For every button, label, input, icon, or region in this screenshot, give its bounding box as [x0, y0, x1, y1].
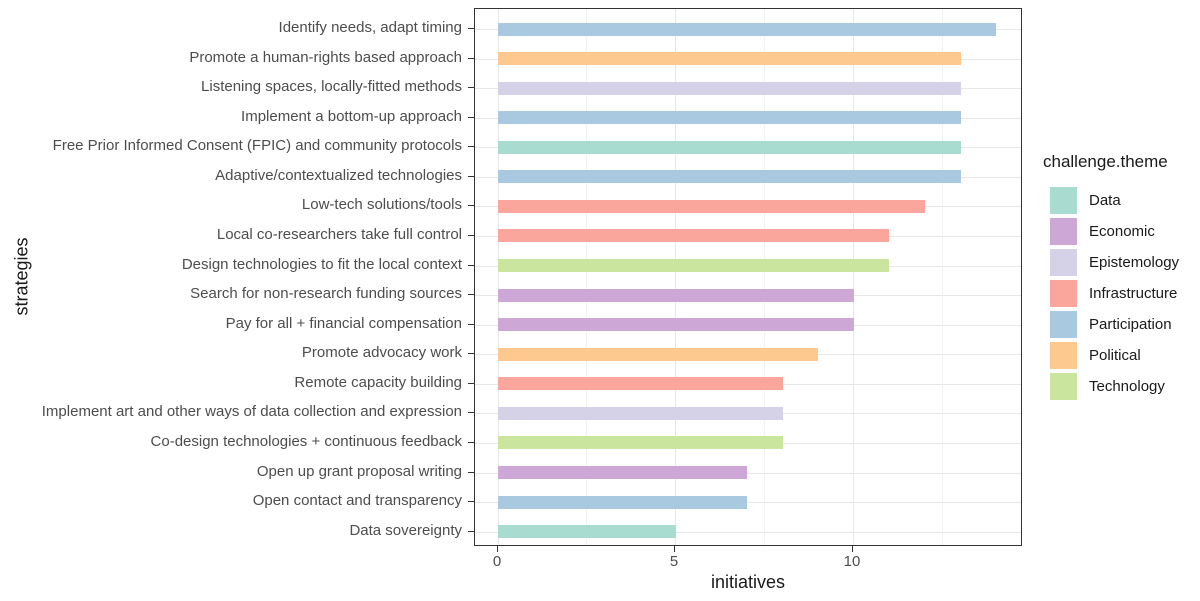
bar	[497, 259, 889, 272]
legend-label: Political	[1089, 347, 1141, 364]
x-tick-label: 5	[669, 553, 679, 570]
y-tick-mark	[468, 265, 474, 266]
y-tick-label: Identify needs, adapt timing	[278, 19, 462, 36]
y-tick-mark	[468, 412, 474, 413]
legend-swatch	[1050, 373, 1077, 400]
bar	[497, 496, 747, 509]
y-tick-mark	[468, 235, 474, 236]
y-tick-mark	[468, 294, 474, 295]
y-tick-mark	[468, 442, 474, 443]
bar	[497, 525, 676, 538]
y-tick-label: Data sovereignty	[349, 522, 462, 539]
y-tick-label: Free Prior Informed Consent (FPIC) and c…	[52, 137, 462, 154]
gridline-vertical-minor	[764, 9, 765, 545]
legend-swatch	[1050, 311, 1077, 338]
y-tick-mark	[468, 531, 474, 532]
y-tick-mark	[468, 383, 474, 384]
gridline-vertical-minor	[942, 9, 943, 545]
y-tick-label: Open up grant proposal writing	[256, 463, 462, 480]
bar	[497, 229, 889, 242]
bar	[497, 436, 783, 449]
gridline-vertical-minor	[586, 9, 587, 545]
legend-swatch	[1050, 218, 1077, 245]
y-tick-label: Promote advocacy work	[301, 344, 462, 361]
legend-label: Economic	[1089, 223, 1155, 240]
bar	[497, 377, 783, 390]
y-tick-label: Listening spaces, locally-fitted methods	[201, 78, 462, 95]
y-tick-label: Low-tech solutions/tools	[301, 196, 462, 213]
gridline-vertical-major	[498, 9, 499, 545]
y-tick-mark	[468, 58, 474, 59]
y-tick-mark	[468, 472, 474, 473]
legend-label: Participation	[1089, 316, 1172, 333]
y-tick-label: Implement a bottom-up approach	[241, 108, 462, 125]
y-tick-mark	[468, 324, 474, 325]
bar	[497, 348, 818, 361]
legend-label: Epistemology	[1089, 254, 1180, 271]
bar	[497, 407, 783, 420]
y-tick-label: Search for non-research funding sources	[190, 285, 462, 302]
y-tick-label: Promote a human-rights based approach	[189, 49, 462, 66]
gridline-vertical-major	[675, 9, 676, 545]
legend-label: Technology	[1089, 378, 1165, 395]
x-tick-mark	[852, 546, 853, 552]
bar	[497, 170, 961, 183]
x-tick-label: 10	[843, 553, 861, 570]
legend-swatch	[1050, 342, 1077, 369]
bar	[497, 23, 996, 36]
x-tick-label: 0	[492, 553, 502, 570]
x-tick-mark	[674, 546, 675, 552]
y-tick-mark	[468, 205, 474, 206]
legend-swatch	[1050, 187, 1077, 214]
bar	[497, 82, 961, 95]
legend-label: Data	[1089, 192, 1121, 209]
bar	[497, 318, 854, 331]
bar	[497, 200, 925, 213]
y-tick-mark	[468, 501, 474, 502]
y-tick-mark	[468, 146, 474, 147]
bar	[497, 52, 961, 65]
y-tick-label: Adaptive/contextualized technologies	[215, 167, 462, 184]
y-tick-mark	[468, 353, 474, 354]
y-tick-label: Remote capacity building	[294, 374, 462, 391]
y-tick-label: Implement art and other ways of data col…	[41, 403, 462, 420]
gridline-horizontal	[475, 502, 1021, 503]
gridline-vertical-major	[853, 9, 854, 545]
legend-title: challenge.theme	[1043, 152, 1168, 171]
bar	[497, 111, 961, 124]
x-axis-title: initiatives	[710, 572, 786, 592]
y-tick-label: Pay for all + financial compensation	[225, 315, 462, 332]
y-tick-mark	[468, 28, 474, 29]
legend-swatch	[1050, 280, 1077, 307]
y-tick-label: Local co-researchers take full control	[216, 226, 462, 243]
y-tick-label: Open contact and transparency	[252, 492, 462, 509]
bar	[497, 141, 961, 154]
legend-swatch	[1050, 249, 1077, 276]
y-tick-label: Design technologies to fit the local con…	[181, 256, 462, 273]
gridline-horizontal	[475, 532, 1021, 533]
y-tick-mark	[468, 87, 474, 88]
y-tick-mark	[468, 176, 474, 177]
plot-panel	[474, 8, 1022, 546]
x-tick-mark	[497, 546, 498, 552]
y-tick-mark	[468, 117, 474, 118]
bar	[497, 289, 854, 302]
bar	[497, 466, 747, 479]
gridline-horizontal	[475, 473, 1021, 474]
y-tick-label: Co-design technologies + continuous feed…	[150, 433, 462, 450]
legend-label: Infrastructure	[1089, 285, 1178, 302]
